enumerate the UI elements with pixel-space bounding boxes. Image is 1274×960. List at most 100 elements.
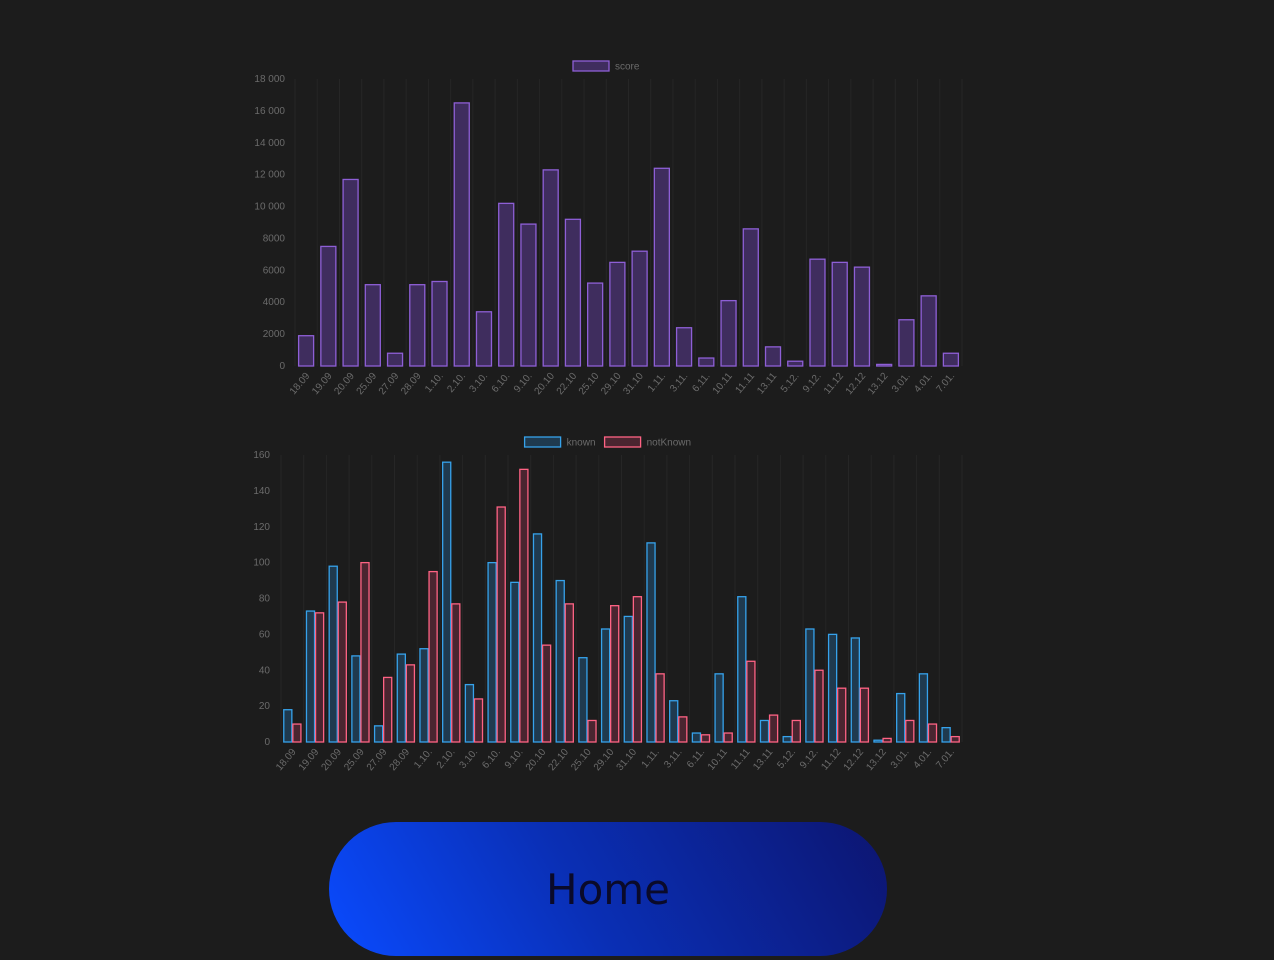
known-bar-known-6.10. bbox=[487, 561, 497, 743]
score-bar-score-25.10 bbox=[586, 282, 604, 367]
known-bar-known-9.10. bbox=[510, 581, 520, 743]
known-ytick-label: 100 bbox=[253, 558, 270, 569]
known-ytick-label: 140 bbox=[253, 486, 270, 497]
known-bar-notKnown-3.10. bbox=[473, 698, 484, 743]
known-ytick-label: 20 bbox=[259, 701, 271, 712]
known-bar-notKnown-2.10. bbox=[451, 603, 461, 743]
score-ytick-label: 8000 bbox=[263, 233, 286, 244]
known-bar-notKnown-13.11 bbox=[768, 714, 779, 743]
known-bar-known-20.10 bbox=[532, 533, 543, 743]
known-bar-notKnown-25.10 bbox=[587, 719, 597, 743]
known-xtick-label: 7.01. bbox=[934, 747, 957, 771]
known-bar-notKnown-7.01. bbox=[950, 735, 960, 743]
score-bar-score-18.09 bbox=[297, 335, 315, 367]
score-legend-score[interactable]: score bbox=[572, 60, 640, 73]
score-bar-score-2.10. bbox=[453, 102, 470, 367]
score-ytick-label: 14 000 bbox=[254, 138, 285, 149]
score-bar-score-6.11. bbox=[698, 357, 715, 367]
known-bar-known-5.12. bbox=[782, 735, 792, 743]
known-bar-known-3.11. bbox=[669, 700, 679, 743]
known-legend-swatch bbox=[523, 436, 562, 448]
known-bar-known-11.12 bbox=[827, 633, 838, 743]
known-bar-notKnown-9.10. bbox=[519, 468, 529, 743]
known-xtick-label: 1.11. bbox=[640, 747, 662, 771]
score-bar-score-9.10. bbox=[520, 223, 537, 367]
known-legend-label: notKnown bbox=[647, 438, 691, 449]
known-xtick-label: 13.12 bbox=[864, 747, 889, 774]
known-xtick-label: 9.10. bbox=[503, 747, 526, 771]
score-bar-score-3.10. bbox=[475, 311, 493, 367]
known-ytick-label: 60 bbox=[259, 629, 271, 640]
known-bar-notKnown-4.01. bbox=[927, 723, 938, 743]
known-bar-notKnown-25.09 bbox=[360, 561, 370, 743]
known-bar-notKnown-9.12. bbox=[814, 669, 824, 743]
score-bar-score-12.12 bbox=[853, 266, 871, 367]
known-ytick-label: 160 bbox=[253, 450, 270, 461]
known-xtick-label: 12.12 bbox=[842, 747, 867, 774]
score-ytick-label: 10 000 bbox=[254, 202, 285, 213]
score-bar-score-7.01. bbox=[942, 352, 960, 367]
known-legend-notKnown[interactable]: notKnown bbox=[603, 436, 691, 449]
score-bar-score-28.09 bbox=[409, 284, 426, 367]
score-bar-score-3.11. bbox=[675, 327, 693, 367]
known-xtick-label: 13.11 bbox=[751, 747, 775, 773]
known-xtick-label: 11.11 bbox=[729, 747, 753, 772]
score-bar-score-31.10 bbox=[631, 250, 648, 367]
score-bar-score-11.11 bbox=[742, 228, 759, 367]
known-bar-known-1.10. bbox=[419, 648, 429, 743]
score-bar-score-1.11. bbox=[653, 167, 671, 367]
score-chart: 0 2000 4000 6000 8000 10 000 12 000 14 000 16 00… bbox=[254, 60, 963, 397]
known-bar-known-19.09 bbox=[305, 610, 316, 743]
known-bar-notKnown-3.11. bbox=[678, 716, 688, 743]
known-bar-known-29.10 bbox=[600, 628, 611, 743]
known-xtick-label: 6.11. bbox=[685, 747, 707, 771]
known-xtick-label: 18.09 bbox=[274, 747, 299, 774]
known-ytick-label: 0 bbox=[264, 737, 270, 748]
known-xtick-label: 3.01. bbox=[889, 747, 912, 771]
known-xtick-label: 27.09 bbox=[365, 747, 390, 774]
score-bar-score-13.11 bbox=[764, 346, 782, 367]
score-ytick-label: 6000 bbox=[263, 265, 286, 276]
known-xtick-label: 2.10. bbox=[435, 747, 458, 771]
score-bar-score-11.12 bbox=[831, 261, 848, 367]
score-bar-score-6.10. bbox=[498, 202, 515, 367]
known-bar-known-1.11. bbox=[646, 542, 656, 743]
score-bar-score-5.12. bbox=[787, 360, 804, 367]
known-bar-known-20.09 bbox=[328, 565, 338, 743]
score-ytick-label: 16 000 bbox=[254, 106, 285, 117]
score-ytick-label: 0 bbox=[279, 361, 285, 372]
known-bar-known-4.01. bbox=[918, 673, 929, 743]
known-legend-swatch bbox=[603, 436, 642, 448]
home-button[interactable]: Home bbox=[329, 822, 887, 956]
known-xtick-label: 31.10 bbox=[615, 747, 640, 774]
known-bar-known-18.09 bbox=[283, 709, 293, 743]
score-bar-score-20.09 bbox=[342, 178, 359, 367]
known-bar-known-11.11 bbox=[737, 596, 747, 743]
known-bar-notKnown-18.09 bbox=[292, 723, 302, 743]
known-xtick-label: 28.09 bbox=[388, 747, 413, 774]
known-legend-known[interactable]: known bbox=[523, 436, 596, 449]
score-ytick-label: 2000 bbox=[263, 329, 286, 340]
known-bar-notKnown-3.01. bbox=[905, 719, 915, 743]
known-xtick-label: 20.09 bbox=[320, 747, 345, 774]
known-bar-known-13.12 bbox=[873, 739, 883, 743]
score-bar-score-10.11 bbox=[720, 299, 737, 367]
score-legend-label: score bbox=[615, 62, 640, 73]
known-bar-known-13.11 bbox=[759, 719, 770, 743]
known-bar-notKnown-1.10. bbox=[428, 570, 438, 743]
known-bar-notKnown-20.10 bbox=[541, 644, 552, 743]
score-ytick-label: 12 000 bbox=[254, 170, 285, 181]
known-xtick-label: 29.10 bbox=[592, 747, 617, 774]
known-xtick-label: 22.10 bbox=[547, 747, 572, 774]
known-bar-notKnown-6.11. bbox=[700, 734, 711, 743]
score-bar-score-1.10. bbox=[431, 280, 448, 367]
known-xtick-label: 3.11. bbox=[662, 747, 684, 771]
score-bar-score-20.10 bbox=[542, 169, 559, 367]
known-bar-known-9.12. bbox=[805, 628, 815, 743]
known-bar-notKnown-6.10. bbox=[496, 506, 506, 743]
score-bar-score-29.10 bbox=[609, 261, 626, 367]
score-bar-score-3.01. bbox=[898, 319, 915, 367]
known-bar-notKnown-22.10 bbox=[564, 603, 574, 743]
known-bar-notKnown-20.09 bbox=[337, 601, 347, 743]
known-bar-notKnown-27.09 bbox=[382, 676, 393, 743]
